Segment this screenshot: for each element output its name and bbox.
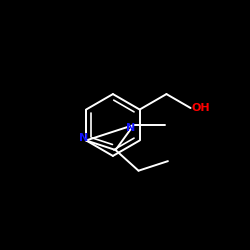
Text: N: N [126,123,136,133]
Text: OH: OH [192,103,210,113]
Text: N: N [79,133,88,143]
